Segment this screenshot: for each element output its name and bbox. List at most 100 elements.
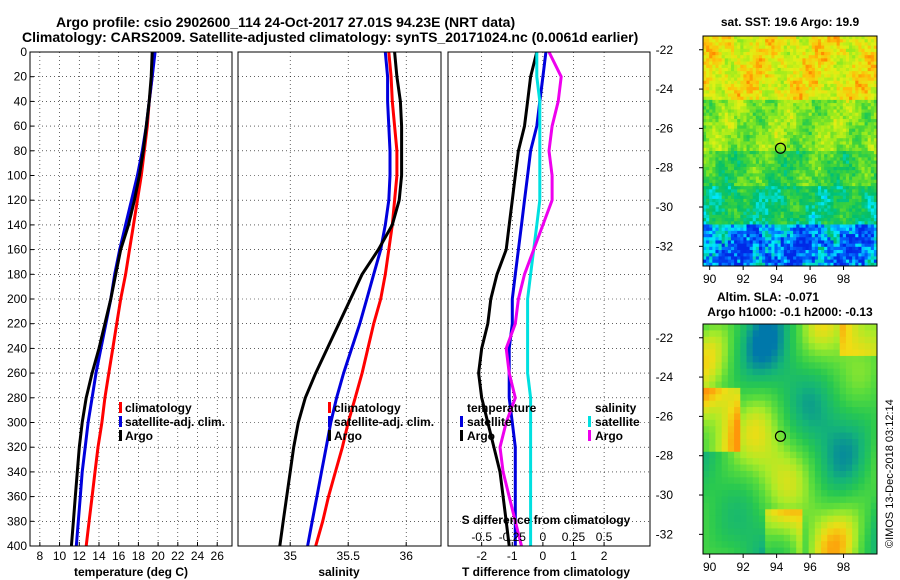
map-cell	[706, 42, 710, 46]
map-cell	[758, 227, 763, 232]
map-cell	[777, 96, 782, 101]
map-cell	[703, 259, 707, 264]
map-cell	[870, 230, 875, 235]
map-cell	[802, 36, 806, 40]
map-cell	[849, 122, 853, 126]
map-cell	[839, 74, 844, 78]
map-cell	[765, 74, 769, 78]
map-cell	[833, 182, 838, 187]
map-cell	[870, 419, 878, 427]
map-cell	[873, 182, 878, 187]
map-cell	[821, 36, 825, 40]
map-cell	[802, 381, 810, 389]
map-cell	[721, 253, 726, 257]
map-cell	[786, 208, 791, 213]
map-cell	[790, 192, 794, 197]
map-cell	[824, 221, 828, 225]
map-cell	[836, 106, 841, 110]
map-cell	[827, 96, 831, 101]
map-cell	[849, 55, 853, 59]
map-cell	[808, 48, 813, 53]
map-cell	[727, 243, 732, 248]
map-cell	[777, 115, 782, 120]
map-cell	[703, 234, 707, 238]
map-cell	[808, 186, 813, 190]
map-cell	[839, 109, 844, 114]
map-cell	[827, 470, 834, 478]
map-cell	[842, 227, 847, 232]
map-cell	[762, 250, 766, 254]
map-cell	[746, 192, 751, 197]
map-cell	[793, 138, 797, 142]
map-cell	[836, 198, 841, 203]
map-cell	[873, 64, 878, 69]
sst-map: sat. SST: 19.6 Argo: 19.9 90 92 94 96 98 -22…	[656, 15, 878, 286]
map-cell	[734, 151, 738, 155]
map-cell	[780, 176, 785, 181]
map-cell	[830, 202, 834, 206]
map-cell	[768, 112, 772, 117]
map-cell	[724, 189, 729, 193]
map-cell	[852, 125, 856, 130]
map-cell	[808, 227, 813, 232]
map-cell	[855, 106, 859, 110]
map-cell	[727, 71, 732, 75]
map-cell	[833, 61, 838, 66]
map-cell	[827, 87, 831, 91]
map-cell	[870, 87, 875, 91]
map-cell	[808, 381, 816, 389]
map-cell	[783, 324, 791, 331]
map-cell	[743, 202, 747, 206]
map-cell	[827, 458, 834, 465]
map-cell	[724, 71, 729, 75]
map-cell	[746, 439, 754, 446]
sst-argo-location-marker	[774, 142, 787, 154]
map-cell	[768, 42, 772, 46]
map-cell	[852, 243, 856, 248]
map-cell	[734, 432, 741, 440]
x-tick-label: 36	[400, 549, 414, 563]
map-cell	[855, 61, 859, 66]
map-cell	[830, 103, 834, 107]
map-cell	[765, 324, 772, 331]
map-cell	[830, 141, 834, 146]
map-cell	[749, 240, 754, 245]
map-cell	[870, 99, 875, 104]
map-cell	[768, 221, 772, 225]
map-cell	[805, 36, 810, 40]
map-cell	[861, 186, 865, 190]
map-cell	[755, 55, 760, 59]
map-cell	[703, 48, 707, 53]
map-cell	[814, 131, 819, 136]
map-cell	[762, 45, 766, 50]
map-cell	[858, 394, 865, 402]
map-cell	[783, 407, 791, 414]
map-cell	[752, 64, 757, 69]
map-cell	[861, 262, 865, 267]
map-cell	[870, 151, 875, 155]
map-cell	[727, 179, 732, 184]
map-cell	[790, 109, 794, 114]
map-cell	[740, 93, 744, 98]
map-cell	[802, 58, 806, 62]
map-cell	[849, 170, 853, 174]
map-cell	[836, 112, 841, 117]
map-cell	[796, 243, 800, 248]
map-cell	[861, 83, 865, 88]
map-cell	[777, 262, 782, 267]
map-cell	[842, 192, 847, 197]
map-cell	[783, 208, 788, 213]
map-cell	[740, 387, 747, 395]
map-cell	[709, 39, 713, 43]
map-cell	[839, 470, 847, 478]
map-cell	[706, 182, 710, 187]
map-cell	[758, 230, 763, 235]
map-cell	[749, 125, 754, 130]
map-cell	[864, 147, 869, 152]
map-cell	[845, 400, 853, 408]
map-cell	[845, 74, 850, 78]
map-cell	[718, 135, 723, 139]
map-cell	[752, 246, 757, 251]
map-cell	[783, 182, 788, 187]
map-cell	[817, 198, 822, 203]
